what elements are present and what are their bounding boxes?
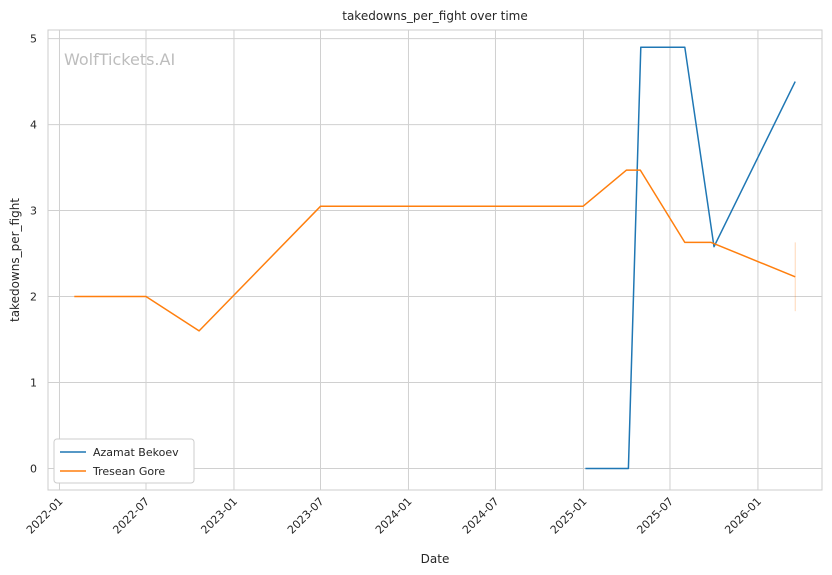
y-tick-label: 1 [30,377,37,390]
x-tick-label: 2025-01 [548,495,590,537]
x-tick-label: 2024-01 [373,495,415,537]
x-tick-label: 2024-07 [460,495,502,537]
series-layer [74,46,796,470]
series-line-0 [585,46,796,470]
x-tick-label: 2023-01 [198,495,240,537]
grid-x [58,30,759,490]
legend: Azamat Bekoev Tresean Gore [53,438,195,484]
x-tick-label: 2022-07 [110,495,152,537]
chart-title: takedowns_per_fight over time [342,9,528,23]
x-tick-label: 2022-01 [24,495,66,537]
y-tick-label: 3 [30,205,37,218]
y-tick-label: 2 [30,291,37,304]
legend-label-azamat: Azamat Bekoev [93,446,179,459]
y-tick-label: 5 [30,33,37,46]
x-tick-labels: 2022-01 2022-07 2023-01 2023-07 2024-01 2024-… [24,495,764,537]
y-axis-label: takedowns_per_fight [8,198,22,322]
y-tick-label: 0 [30,463,37,476]
y-tick-labels: 0 1 2 3 4 5 [30,33,37,476]
y-tick-label: 4 [30,119,37,132]
grid-y [48,38,822,470]
plot-area [47,29,823,491]
x-tick-label: 2023-07 [285,495,327,537]
legend-label-tresean: Tresean Gore [92,465,165,478]
x-axis-label: Date [421,552,450,566]
series-line-1 [74,169,796,332]
x-tick-label: 2026-01 [722,495,764,537]
x-tick-label: 2025-07 [634,495,676,537]
legend-box [53,438,195,484]
watermark: WolfTickets.AI [64,50,175,69]
